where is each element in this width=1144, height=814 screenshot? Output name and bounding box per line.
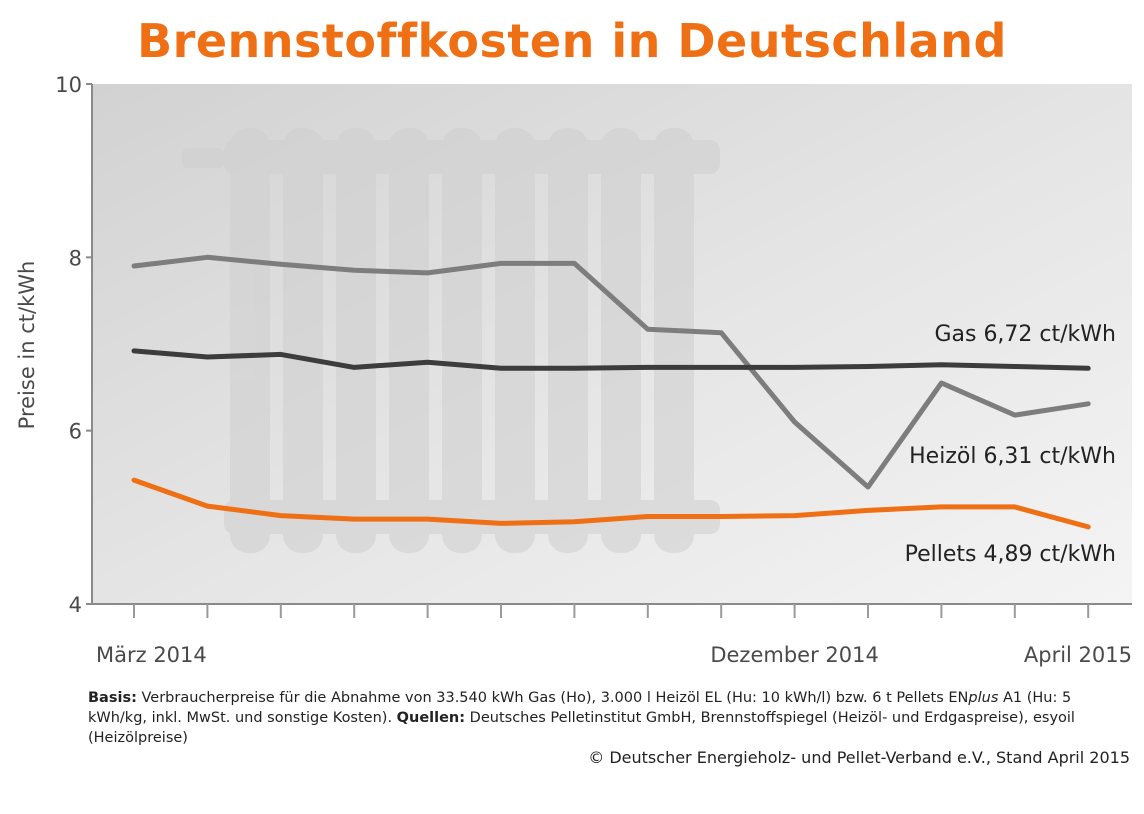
x-tick-label: März 2014 bbox=[96, 643, 207, 667]
y-tick-label: 10 bbox=[55, 73, 82, 97]
series-line-heizoel bbox=[131, 254, 1091, 490]
radiator-watermark bbox=[182, 128, 720, 553]
series-label-heizoel: Heizöl 6,31 ct/kWh bbox=[909, 444, 1116, 469]
axes: 4 6 8 10 März 2014 Dezember 2014 April 2015 Pre… bbox=[15, 73, 1132, 667]
quellen-label: Quellen: bbox=[396, 710, 466, 726]
series-label-gas: Gas 6,72 ct/kWh bbox=[934, 322, 1116, 347]
series-label-pellets: Pellets 4,89 ct/kWh bbox=[905, 542, 1116, 567]
basis-text: Verbraucherpreise für die Abnahme von 33… bbox=[136, 690, 969, 706]
copyright: © Deutscher Energieholz- und Pellet-Verb… bbox=[588, 748, 1130, 767]
series-line-pellets bbox=[131, 477, 1091, 530]
series-line-gas bbox=[131, 348, 1091, 371]
basis-label: Basis: bbox=[88, 690, 137, 706]
x-tick-label: Dezember 2014 bbox=[710, 643, 879, 667]
line-chart: 4 6 8 10 März 2014 Dezember 2014 April 2015 Pre… bbox=[15, 73, 1132, 667]
footnote: Basis: Verbraucherpreise für die Abnahme… bbox=[88, 688, 1128, 748]
y-tick-label: 8 bbox=[69, 246, 82, 270]
chart-title: Brennstoffkosten in Deutschland bbox=[137, 14, 1007, 68]
enplus-italic: plus bbox=[968, 690, 999, 706]
basis-text-2: A1 (Hu: 5 kWh/kg, inkl. MwSt. und sonsti… bbox=[88, 690, 1072, 726]
x-tick-label: April 2015 bbox=[1024, 643, 1132, 667]
y-tick-label: 4 bbox=[69, 593, 82, 617]
y-axis-label: Preise in ct/kWh bbox=[15, 261, 39, 430]
series-layer bbox=[131, 254, 1091, 530]
y-tick-label: 6 bbox=[69, 420, 82, 444]
quellen-text: Deutsches Pelletinstitut GmbH, Brennstof… bbox=[88, 710, 1075, 746]
labels-layer: Heizöl 6,31 ct/kWh Gas 6,72 ct/kWh Pellets… bbox=[905, 322, 1116, 567]
